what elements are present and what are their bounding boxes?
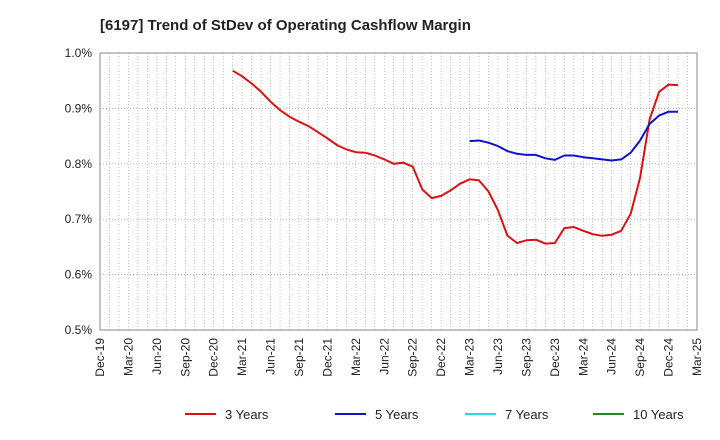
y-axis-ticks: 0.5% 0.6% 0.7% 0.8% 0.9% 1.0% (65, 46, 93, 337)
legend-label: 5 Years (375, 407, 419, 422)
legend: 3 Years 5 Years 7 Years 10 Years (185, 407, 684, 422)
x-tick-label: Jun-23 (491, 338, 505, 375)
x-axis-ticks: Dec-19 Mar-20 Jun-20 Sep-20 Dec-20 Mar-21 Jun-… (93, 338, 704, 377)
x-tick-label: Sep-24 (633, 338, 647, 377)
x-tick-label: Dec-23 (548, 338, 562, 377)
legend-label: 7 Years (505, 407, 549, 422)
legend-label: 3 Years (225, 407, 269, 422)
y-tick-label: 0.9% (65, 101, 93, 115)
x-tick-label: Jun-21 (264, 338, 278, 375)
x-tick-label: Sep-20 (178, 338, 192, 377)
x-tick-label: Dec-20 (207, 338, 221, 377)
x-tick-label: Jun-20 (150, 338, 164, 375)
x-tick-label: Mar-24 (576, 338, 590, 376)
y-tick-label: 1.0% (65, 46, 93, 60)
chart-title: [6197] Trend of StDev of Operating Cashf… (100, 17, 471, 34)
series-line-3-years (232, 69, 679, 245)
y-tick-label: 0.7% (65, 212, 93, 226)
y-tick-label: 0.5% (65, 323, 93, 337)
x-tick-label: Dec-19 (93, 338, 107, 377)
x-tick-label: Mar-23 (463, 338, 477, 376)
x-tick-label: Dec-21 (320, 338, 334, 377)
x-tick-label: Sep-22 (406, 338, 420, 377)
x-tick-label: Dec-24 (662, 338, 676, 377)
x-tick-label: Sep-23 (519, 338, 533, 377)
x-tick-label: Mar-20 (121, 338, 135, 376)
series-lines (232, 69, 679, 245)
x-tick-label: Mar-21 (235, 338, 249, 376)
x-tick-label: Jun-22 (377, 338, 391, 375)
x-tick-label: Sep-21 (292, 338, 306, 377)
x-tick-label: Mar-22 (349, 338, 363, 376)
grid (100, 53, 697, 330)
y-tick-label: 0.8% (65, 157, 93, 171)
x-tick-label: Jun-24 (605, 338, 619, 375)
y-tick-label: 0.6% (65, 268, 93, 282)
series-line-5-years (469, 110, 678, 162)
legend-label: 10 Years (633, 407, 684, 422)
x-tick-label: Dec-22 (434, 338, 448, 377)
x-tick-label: Mar-25 (690, 338, 704, 376)
plot-frame (99, 52, 698, 331)
